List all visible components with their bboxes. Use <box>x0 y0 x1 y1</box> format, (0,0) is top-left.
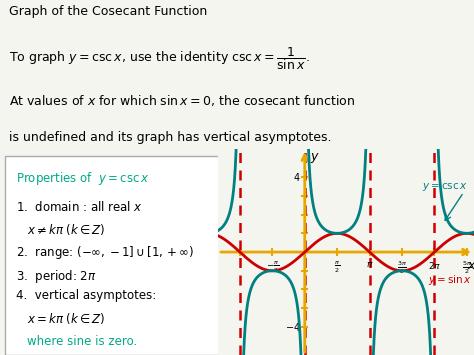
Text: 4.  vertical asymptotes:: 4. vertical asymptotes: <box>16 289 156 302</box>
Text: Graph of the Cosecant Function: Graph of the Cosecant Function <box>9 5 208 18</box>
Text: $\pi$: $\pi$ <box>366 260 374 268</box>
Text: $x \neq k\pi \; (k \in Z)$: $x \neq k\pi \; (k \in Z)$ <box>27 222 105 237</box>
Text: $\frac{3\pi}{2}$: $\frac{3\pi}{2}$ <box>397 260 407 276</box>
Text: 3.  period: $2\pi$: 3. period: $2\pi$ <box>16 268 96 284</box>
Text: $\frac{\pi}{2}$: $\frac{\pi}{2}$ <box>334 260 340 275</box>
Text: $2\pi$: $2\pi$ <box>428 260 441 271</box>
Text: $y = \sin x$: $y = \sin x$ <box>428 273 472 287</box>
Text: $-\frac{\pi}{2}$: $-\frac{\pi}{2}$ <box>265 260 279 275</box>
Text: is undefined and its graph has vertical asymptotes.: is undefined and its graph has vertical … <box>9 131 332 144</box>
Text: $-4$: $-4$ <box>285 321 301 333</box>
Text: $x = k\pi \; (k \in Z)$: $x = k\pi \; (k \in Z)$ <box>27 311 105 326</box>
Text: Properties of  $y = \mathrm{csc}\, x$: Properties of $y = \mathrm{csc}\, x$ <box>16 170 149 187</box>
Text: $y = \csc x$: $y = \csc x$ <box>422 181 468 192</box>
Text: To graph $y = \mathrm{csc}\, x$, use the identity $\mathrm{csc}\, x = \dfrac{1}{: To graph $y = \mathrm{csc}\, x$, use the… <box>9 45 310 72</box>
Text: $\frac{5\pi}{2}$: $\frac{5\pi}{2}$ <box>462 260 472 276</box>
Text: where sine is zero.: where sine is zero. <box>27 335 137 348</box>
Text: $y$: $y$ <box>310 151 320 165</box>
FancyBboxPatch shape <box>5 156 223 355</box>
Text: $4$: $4$ <box>293 171 301 183</box>
Text: At values of $x$ for which $\sin x = 0$, the cosecant function: At values of $x$ for which $\sin x = 0$,… <box>9 93 356 108</box>
Text: $x$: $x$ <box>467 258 474 272</box>
Text: 1.  domain : all real $x$: 1. domain : all real $x$ <box>16 200 143 214</box>
Text: 2.  range: $(-\infty,-1] \cup [1, +\infty)$: 2. range: $(-\infty,-1] \cup [1, +\infty… <box>16 244 194 261</box>
